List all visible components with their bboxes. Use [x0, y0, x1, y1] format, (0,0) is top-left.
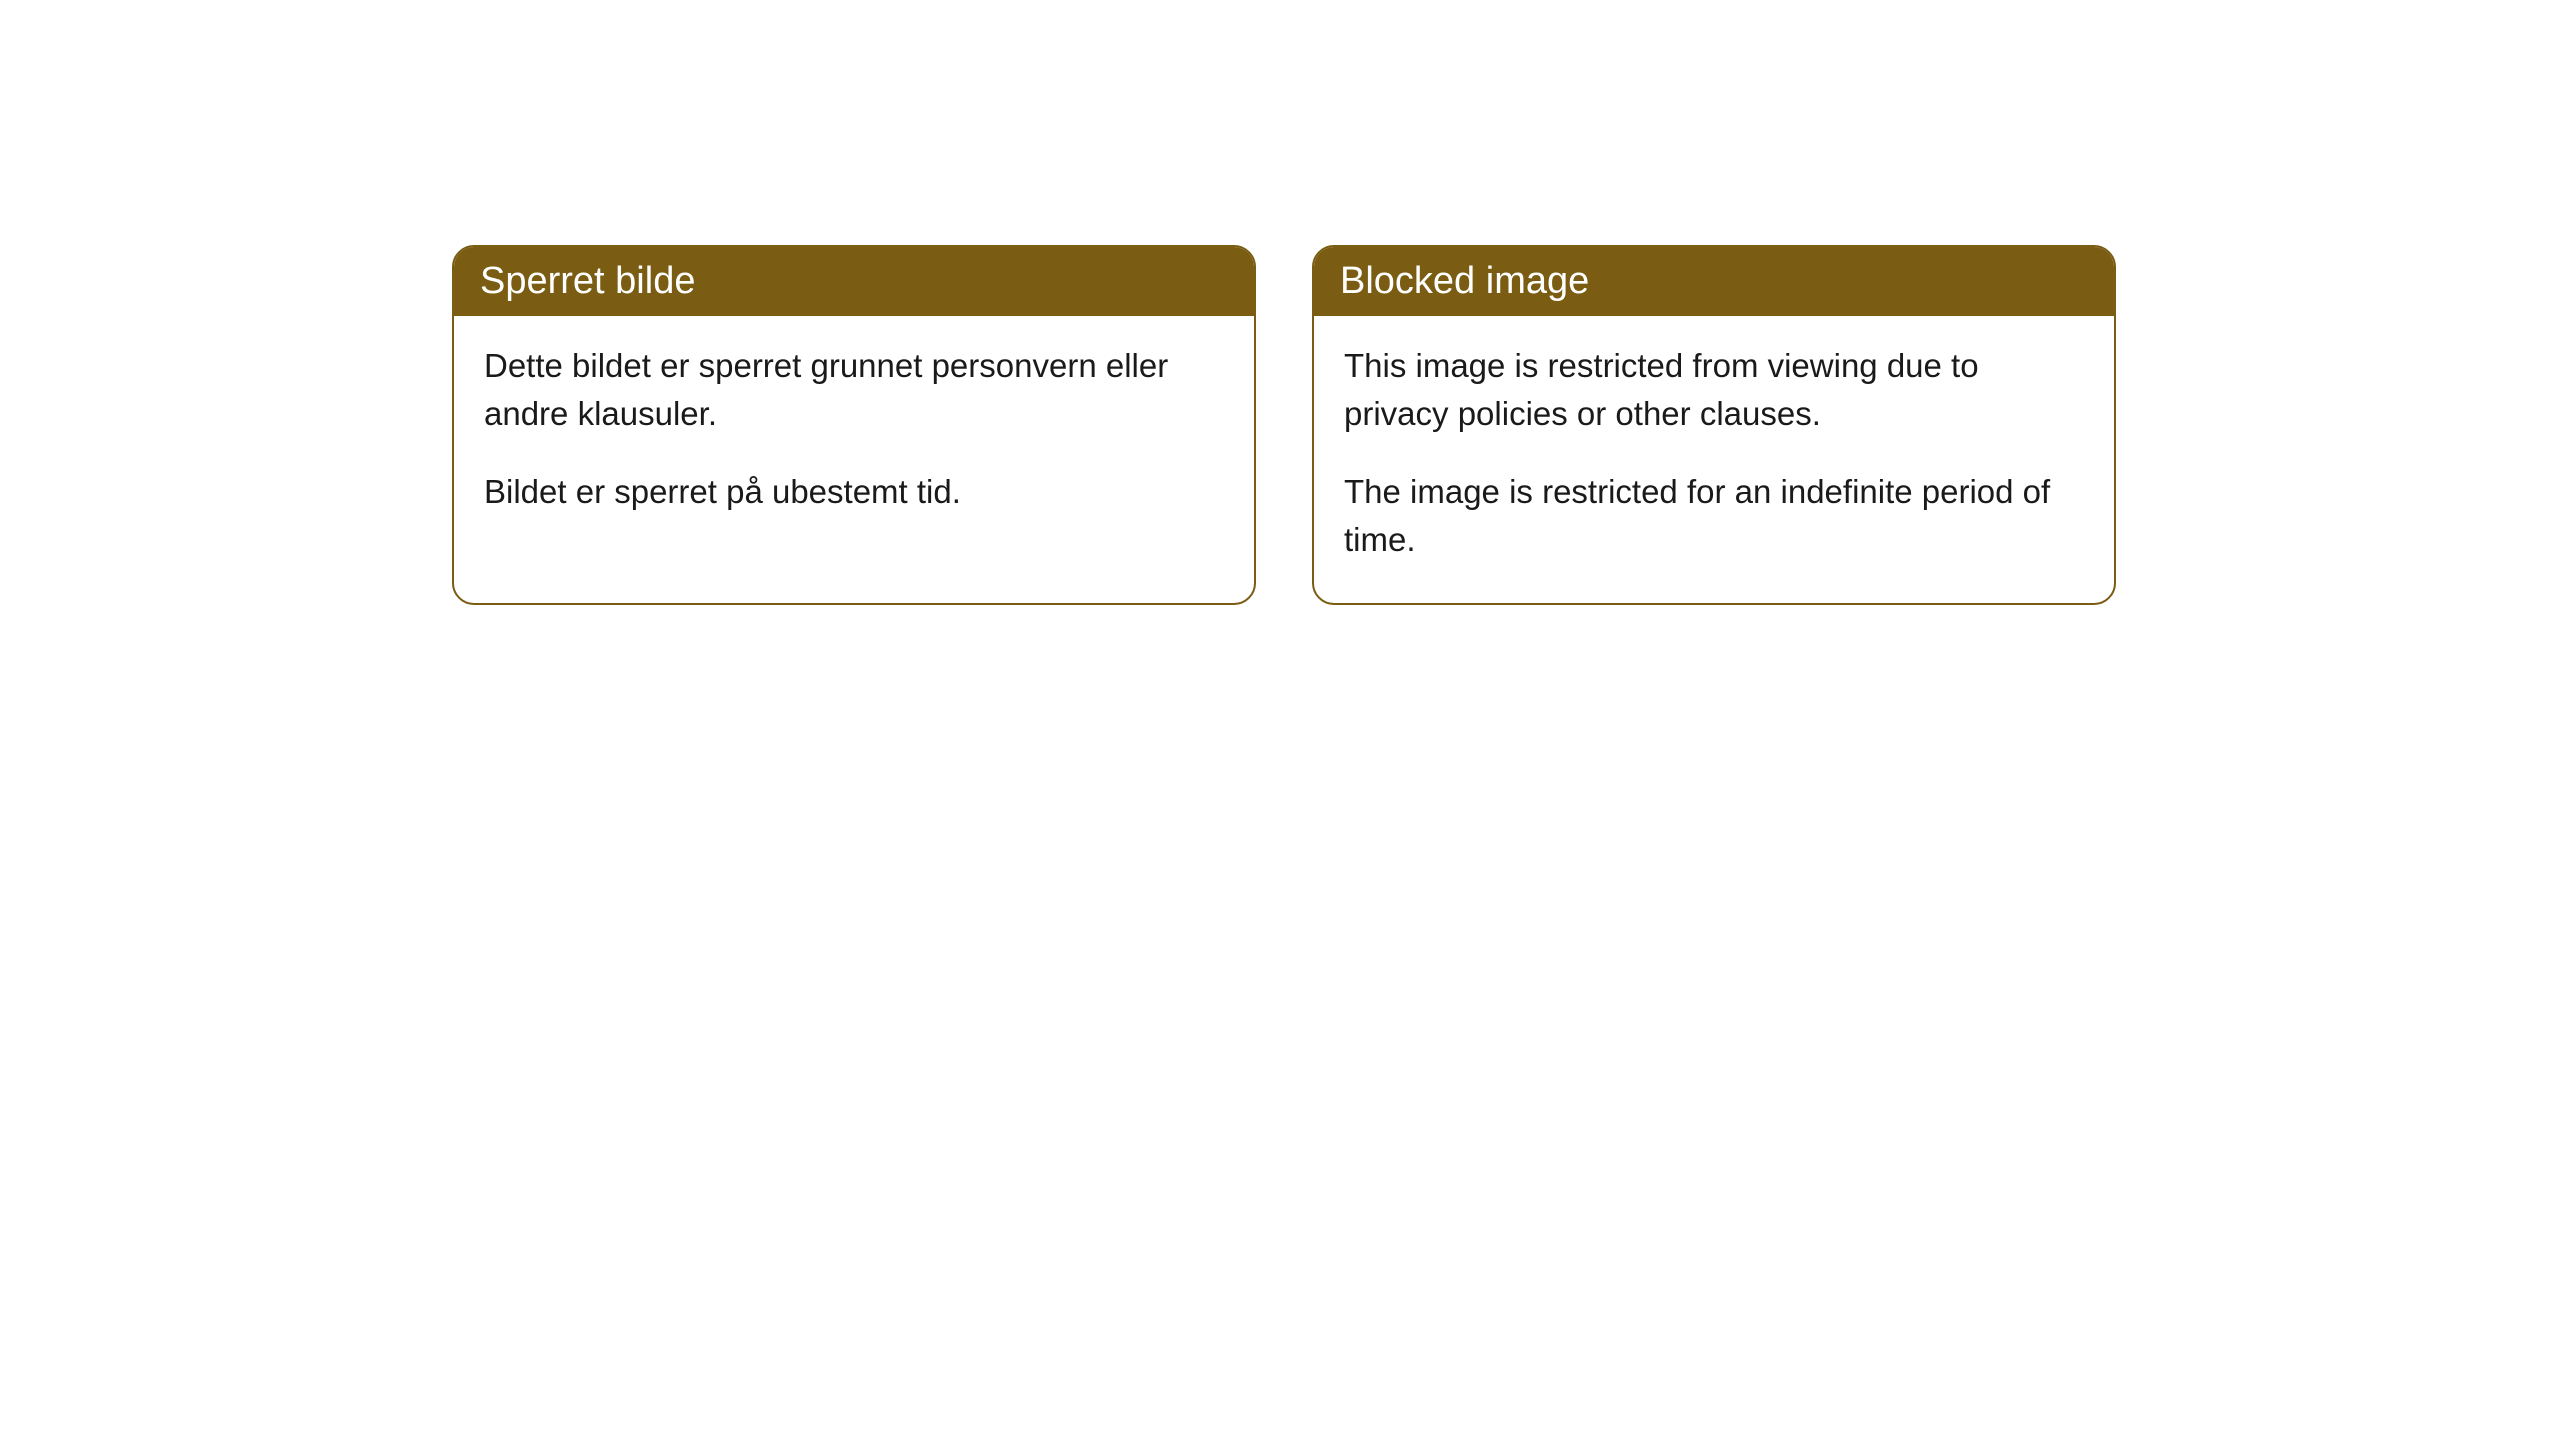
card-title-norwegian: Sperret bilde — [480, 260, 695, 302]
card-body-norwegian: Dette bildet er sperret grunnet personve… — [454, 316, 1254, 556]
card-header-norwegian: Sperret bilde — [454, 247, 1254, 316]
card-body-english: This image is restricted from viewing du… — [1314, 316, 2114, 603]
blocked-image-card-norwegian: Sperret bilde Dette bildet er sperret gr… — [452, 245, 1256, 605]
blocked-image-card-english: Blocked image This image is restricted f… — [1312, 245, 2116, 605]
card-paragraph-2-norwegian: Bildet er sperret på ubestemt tid. — [484, 468, 1224, 516]
card-paragraph-1-norwegian: Dette bildet er sperret grunnet personve… — [484, 342, 1224, 438]
blocked-image-cards-container: Sperret bilde Dette bildet er sperret gr… — [452, 245, 2560, 605]
card-paragraph-2-english: The image is restricted for an indefinit… — [1344, 468, 2084, 564]
card-paragraph-1-english: This image is restricted from viewing du… — [1344, 342, 2084, 438]
card-header-english: Blocked image — [1314, 247, 2114, 316]
card-title-english: Blocked image — [1340, 260, 1589, 302]
